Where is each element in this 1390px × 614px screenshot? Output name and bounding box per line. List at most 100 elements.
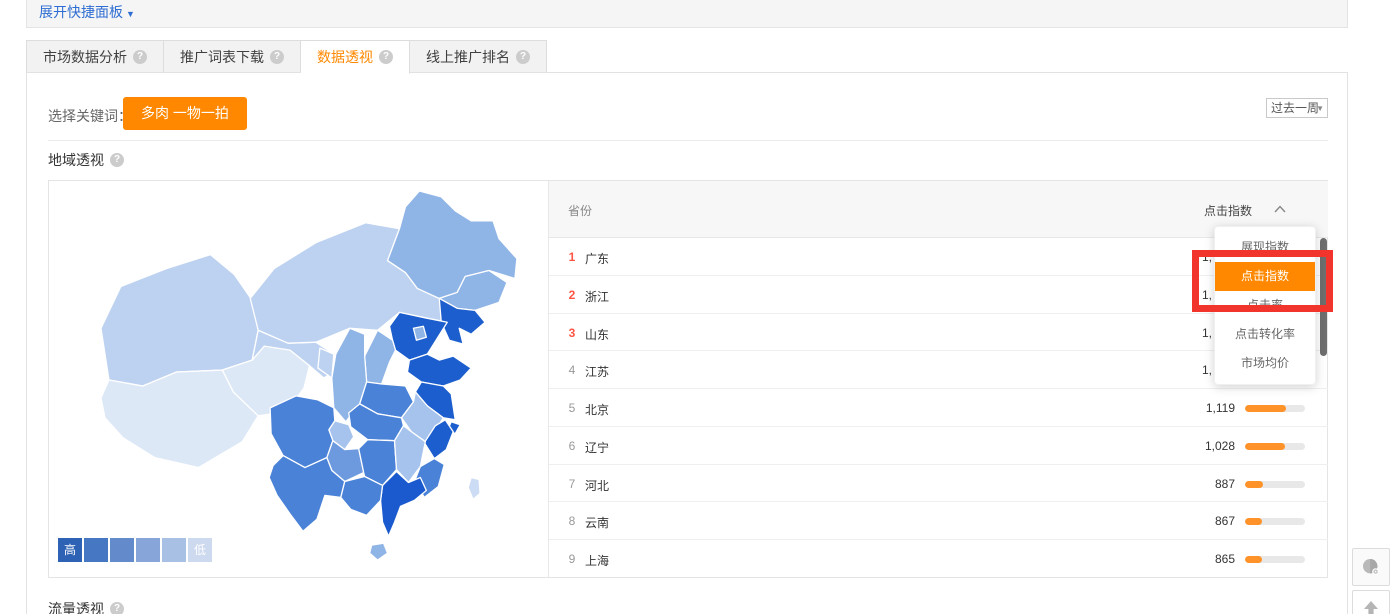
metric-bar [1245, 518, 1305, 526]
metric-bar [1245, 480, 1305, 488]
divider [548, 181, 549, 577]
rank-number: 1 [568, 250, 576, 264]
map-region-ningxia[interactable] [317, 347, 335, 379]
map-region-guangdong[interactable] [379, 470, 427, 537]
tab-label: 线上推广排名 [426, 48, 510, 65]
help-icon[interactable]: ? [133, 49, 147, 64]
expand-quick-panel-label: 展开快捷面板 [39, 4, 123, 20]
tab-label: 市场数据分析 [43, 48, 127, 65]
section-title-traffic: 流量透视 ? [48, 599, 124, 614]
section-title-region: 地域透视 ? [48, 150, 124, 170]
map-region-guangxi[interactable] [340, 475, 384, 516]
metric-bar [1245, 442, 1305, 450]
period-select[interactable]: 过去一周 ▼ [1266, 98, 1328, 118]
section-traffic-label: 流量透视 [48, 601, 104, 614]
table-row[interactable]: 4 江苏 1, [549, 351, 1328, 390]
map-region-jiangxi[interactable] [393, 425, 427, 484]
chevron-down-icon: ▼ [1316, 104, 1324, 113]
metric-value: 1, [1201, 325, 1212, 340]
section-region-label: 地域透视 [48, 152, 104, 168]
map-region-sichuan[interactable] [269, 395, 336, 469]
chevron-down-icon: ▼ [126, 9, 135, 19]
metric-bar-fill [1245, 556, 1262, 564]
metric-value: 1,028 [1204, 438, 1235, 453]
table-header: 省份 点击指数 [549, 181, 1328, 238]
table-row[interactable]: 6 辽宁 1,028 [549, 427, 1328, 465]
province-name: 广东 [585, 252, 610, 266]
map-region-yunnan[interactable] [268, 454, 346, 532]
legend-low-swatch: 低 [188, 538, 212, 562]
dropdown-option[interactable]: 市场均价 [1240, 356, 1289, 370]
help-icon[interactable]: ? [516, 49, 530, 64]
table-row[interactable]: 3 山东 1, [549, 314, 1328, 352]
period-select-value: 过去一周 [1271, 101, 1320, 115]
province-name: 江苏 [585, 365, 610, 380]
tab-label: 推广词表下载 [180, 48, 264, 65]
map-region-taiwan[interactable] [467, 476, 481, 501]
map-region-xizang[interactable] [100, 369, 259, 469]
annotation-highlight-box [1192, 250, 1333, 312]
rank-number: 5 [568, 401, 576, 416]
help-icon[interactable]: ? [379, 50, 393, 64]
map-region-hunan[interactable] [358, 439, 398, 487]
legend-swatch [110, 538, 134, 562]
back-to-top-button[interactable] [1352, 590, 1390, 614]
rank-number: 7 [568, 476, 576, 491]
table-row[interactable]: 2 浙江 1, [549, 276, 1328, 314]
table-row[interactable]: 8 云南 867 [549, 502, 1328, 541]
arrow-up-icon [1364, 601, 1378, 614]
metric-value: 1, [1201, 250, 1212, 264]
tab-1[interactable]: 推广词表下载? [164, 40, 301, 73]
quick-panel-bar: 展开快捷面板 ▼ [26, 0, 1348, 28]
metric-value: 1, [1201, 363, 1212, 378]
keyword-select-label: 选择关键词： [48, 108, 132, 124]
legend-high-swatch: 高 [58, 538, 82, 562]
metric-bar [1245, 405, 1305, 413]
map-legend: 高低 [58, 538, 214, 562]
tab-2[interactable]: 数据透视? [301, 40, 410, 74]
map-region-liaoning[interactable] [438, 297, 486, 345]
map-region-beijing[interactable] [412, 325, 427, 341]
chevron-up-icon[interactable] [1274, 205, 1286, 213]
dropdown-option[interactable]: 点击转化率 [1234, 327, 1295, 341]
keyword-button[interactable]: 多肉 一物一拍 [123, 97, 247, 130]
rank-number: 2 [568, 287, 576, 302]
tab-3[interactable]: 线上推广排名? [410, 40, 547, 73]
rank-number: 9 [568, 552, 576, 567]
metric-value: 887 [1214, 476, 1235, 491]
tab-label: 数据透视 [317, 49, 373, 65]
table-row[interactable]: 1 广东 1, [549, 238, 1328, 276]
scrollbar-thumb[interactable] [1320, 238, 1327, 356]
province-name: 云南 [585, 516, 610, 531]
column-header-metric[interactable]: 点击指数 [1203, 204, 1252, 218]
metric-bar-fill [1245, 480, 1263, 488]
customer-service-icon [1363, 559, 1379, 575]
tab-0[interactable]: 市场数据分析? [26, 40, 164, 73]
map-region-shanxi[interactable] [364, 329, 397, 385]
rank-number: 6 [568, 438, 576, 453]
province-rank-list: 1 广东 1, 2 浙江 1, 3 山东 1, 4 江苏 1, 5 北京 1,119 6 辽宁 1,028 7 河北 8… [549, 238, 1328, 578]
table-row[interactable]: 9 上海 865 [549, 540, 1328, 578]
metric-bar-fill [1245, 442, 1285, 450]
help-icon[interactable]: ? [110, 153, 124, 167]
table-row[interactable]: 5 北京 1,119 [549, 389, 1328, 427]
metric-value: 867 [1214, 514, 1235, 529]
column-header-province: 省份 [568, 204, 593, 218]
customer-service-button[interactable] [1352, 548, 1390, 586]
rank-number: 4 [568, 363, 576, 378]
dropdown-option[interactable]: 点击指数 [1215, 262, 1315, 291]
map-region-hainan[interactable] [368, 542, 389, 561]
table-row[interactable]: 7 河北 887 [549, 465, 1328, 503]
help-icon[interactable]: ? [110, 602, 124, 614]
expand-quick-panel-link[interactable]: 展开快捷面板 ▼ [39, 2, 135, 22]
divider [48, 140, 1328, 141]
map-region-shandong[interactable] [406, 353, 472, 387]
china-choropleth-map[interactable] [49, 181, 547, 577]
legend-swatch [84, 538, 108, 562]
province-name: 浙江 [585, 289, 610, 304]
rank-number: 3 [568, 325, 576, 340]
legend-swatch [136, 538, 160, 562]
metric-value: 1,119 [1205, 401, 1235, 416]
help-icon[interactable]: ? [270, 49, 284, 64]
province-name: 上海 [585, 554, 610, 569]
